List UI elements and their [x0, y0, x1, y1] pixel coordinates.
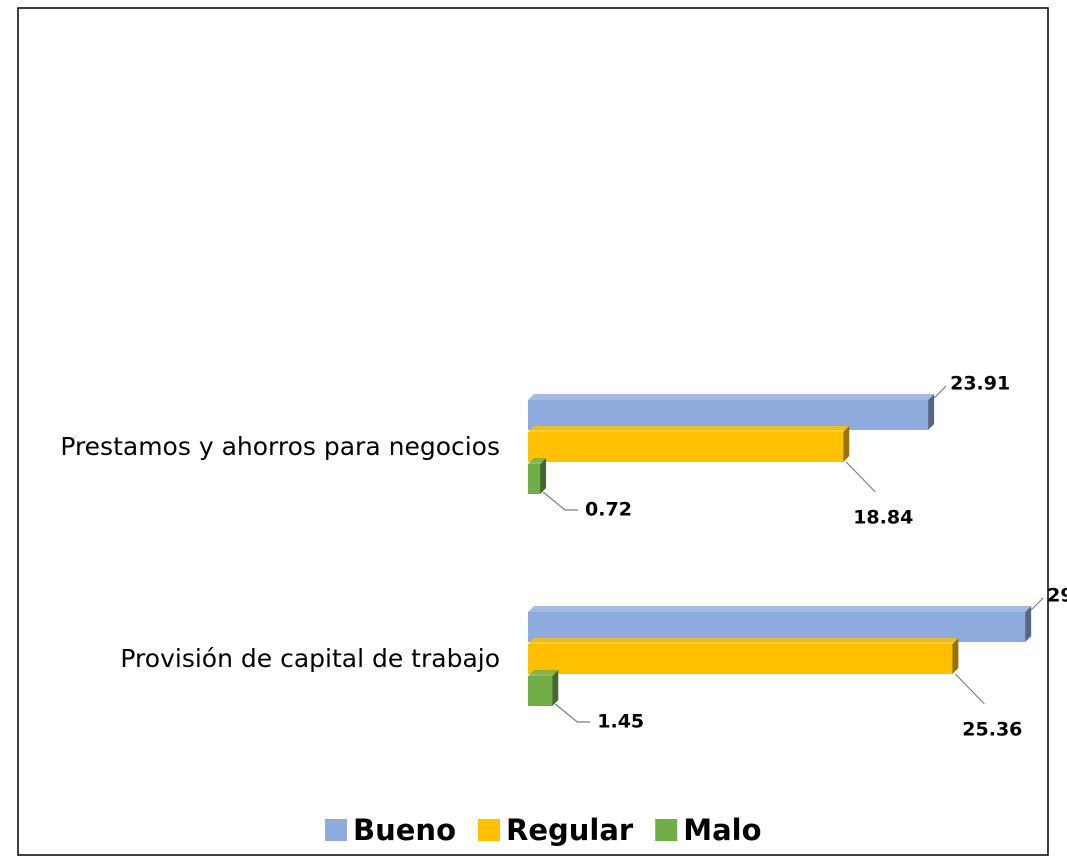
- data-label: 29.71: [1047, 585, 1067, 607]
- bar-side: [928, 394, 935, 430]
- bar-top: [528, 606, 1032, 612]
- data-label: 1.45: [597, 711, 644, 733]
- bar-top: [528, 670, 559, 676]
- leader-line: [845, 461, 876, 493]
- bar-side: [540, 458, 547, 494]
- bar-top: [528, 458, 547, 464]
- bar: [528, 612, 1026, 642]
- legend-swatch: [325, 819, 347, 841]
- data-label: 25.36: [962, 719, 1022, 741]
- legend-swatch: [655, 819, 678, 841]
- leader-line: [1030, 597, 1044, 611]
- data-label: 18.84: [853, 507, 913, 529]
- category-label: Prestamos y ahorros para negocios: [60, 432, 500, 461]
- data-label: 0.72: [585, 499, 632, 521]
- bar: [528, 400, 929, 430]
- leader-line: [954, 673, 985, 705]
- leader-line: [554, 703, 591, 723]
- bar: [528, 676, 553, 706]
- bar-side: [552, 670, 559, 706]
- legend-label: Bueno: [353, 813, 456, 847]
- legend-label: Malo: [683, 813, 761, 847]
- bar: [528, 644, 953, 674]
- bar: [528, 464, 541, 494]
- leader-line: [542, 491, 579, 511]
- category-label: Provisión de capital de trabajo: [120, 644, 500, 673]
- bar-top: [528, 638, 959, 644]
- bar-top: [528, 426, 850, 432]
- bar-side: [952, 638, 959, 674]
- legend-swatch: [478, 819, 500, 841]
- bar-side: [1025, 606, 1032, 642]
- leader-line: [933, 385, 947, 399]
- data-label: 23.91: [950, 373, 1010, 395]
- bar-top: [528, 394, 935, 400]
- bar: [528, 432, 844, 462]
- bar-side: [843, 426, 850, 462]
- legend-label: Regular: [506, 813, 634, 847]
